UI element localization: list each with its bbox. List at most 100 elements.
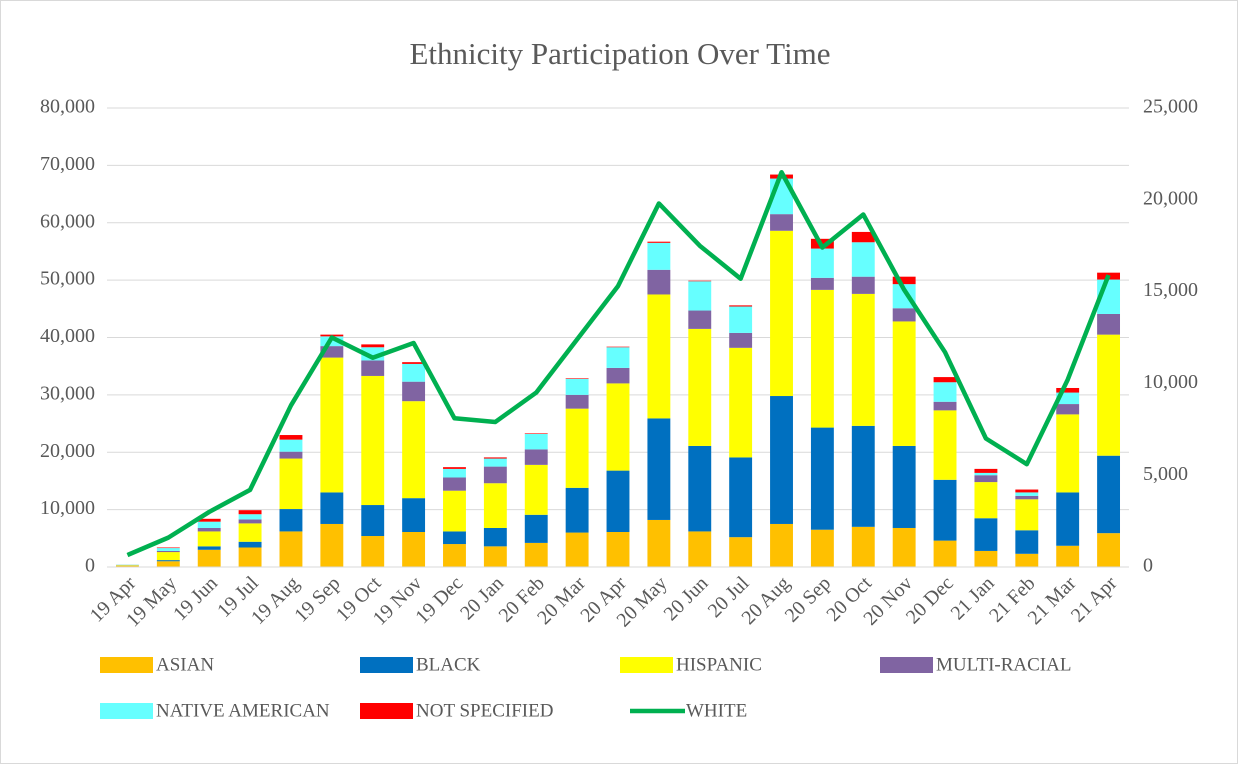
bar-segment [320,346,344,358]
bar-segment [606,347,630,368]
bar-segment [688,328,712,446]
bar-segment [483,546,507,567]
bar-segment [851,425,875,527]
legend-label: BLACK [416,654,481,675]
bar-segment [443,467,466,469]
bar-segment [1097,533,1121,567]
bar-segment [1056,545,1080,567]
legend-swatch [620,657,673,673]
bar-segment [1015,492,1039,496]
bar-segment [892,321,916,446]
y-tick-label: 20,000 [40,440,95,462]
bar-segment [892,276,916,285]
bar-segment [933,382,957,402]
bar-segment [443,544,466,567]
bar-segment [279,458,303,510]
bar-segment [238,523,262,542]
bar-segment [1097,334,1121,456]
bar-segment [197,521,221,528]
bar-segment [851,276,875,294]
bar-segment [361,360,385,376]
legend-swatch [360,657,413,673]
bar-segment [197,527,221,532]
bar-segment [524,433,548,434]
bar-segment [238,514,262,520]
bar-segment [688,310,712,329]
bar-segment [688,531,712,567]
bar-segment [974,468,998,473]
bar-segment [524,542,548,567]
bar-segment [647,269,671,295]
bar-segment [606,532,630,567]
bar-segment [238,547,262,567]
bar-segment [892,527,916,567]
bar-segment [688,281,712,311]
bar-segment [810,427,834,530]
y-tick-label: 80,000 [40,96,95,118]
bar-segment [565,378,589,395]
bar-segment [565,378,589,379]
bar-segment [156,548,180,551]
bar-segment [1015,530,1039,554]
y-tick-label: 40,000 [40,325,95,347]
y-tick-label: 10,000 [40,497,95,519]
legend-swatch [360,703,413,719]
bar-segment [933,410,957,480]
bar-segment [524,449,548,465]
bar-segment [565,487,589,533]
bar-segment [279,435,303,440]
y2-tick-label: 10,000 [1143,371,1198,393]
bar-segment [851,231,875,243]
bar-segment [320,523,344,567]
y2-tick-label: 5,000 [1143,463,1188,485]
bar-segment [892,308,916,322]
bar-segment [770,396,793,524]
legend-label: NATIVE AMERICAN [156,700,330,721]
bar-segment [810,248,834,278]
bar-segment [279,439,303,452]
bar-segment [606,367,630,384]
y-tick-label: 70,000 [40,153,95,175]
bar-segment [565,408,589,488]
bar-segment [647,241,671,243]
bar-segment [279,509,303,532]
bar-segment [1015,499,1039,531]
y2-tick-label: 20,000 [1143,187,1198,209]
legend-label: ASIAN [156,654,214,675]
bar-segment [851,242,875,277]
bar-segment [974,550,998,567]
y2-tick-label: 25,000 [1143,96,1198,118]
bar-segment [770,214,793,231]
bar-segment [647,242,671,270]
bar-segment [933,377,957,383]
bar-segment [402,363,426,382]
bar-segment [238,519,262,524]
y-tick-label: 0 [85,555,95,577]
bar-segment [974,472,998,476]
bar-segment [156,552,180,561]
bar-segment [565,532,589,567]
y-tick-label: 50,000 [40,268,95,290]
bar-segment [402,381,426,402]
bar-segment [483,457,507,459]
bar-segment [810,529,834,567]
bar-segment [729,306,753,333]
bar-segment [729,457,753,538]
bar-segment [361,505,385,537]
bar-segment [1015,553,1039,567]
bar-segment [483,527,507,547]
bar-segment [688,445,712,532]
bar-segment [443,490,466,532]
bar-segment [647,418,671,520]
bar-segment [810,289,834,428]
bar-segment [1056,387,1080,393]
bar-segment [238,541,262,548]
bar-segment [279,531,303,567]
bar-segment [933,479,957,541]
y-tick-label: 30,000 [40,382,95,404]
bar-segment [402,532,426,567]
bar-segment [320,357,344,493]
bar-segment [1015,489,1039,493]
bar-segment [974,482,998,519]
